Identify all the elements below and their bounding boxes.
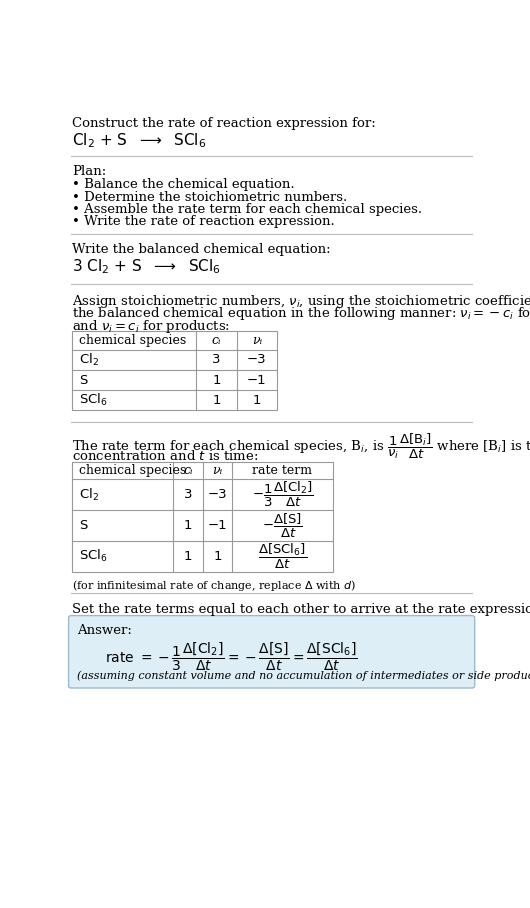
Text: • Determine the stoichiometric numbers.: • Determine the stoichiometric numbers. xyxy=(73,191,348,203)
Text: $-\dfrac{1}{3}\dfrac{\Delta[\mathrm{Cl_2}]}{\Delta t}$: $-\dfrac{1}{3}\dfrac{\Delta[\mathrm{Cl_2… xyxy=(252,480,313,509)
Text: Cl$_2$: Cl$_2$ xyxy=(78,487,99,503)
Text: • Balance the chemical equation.: • Balance the chemical equation. xyxy=(73,178,295,192)
Text: 1: 1 xyxy=(253,393,261,407)
Text: Set the rate terms equal to each other to arrive at the rate expression:: Set the rate terms equal to each other t… xyxy=(73,603,530,616)
Text: νᵢ: νᵢ xyxy=(252,334,262,347)
Text: Construct the rate of reaction expression for:: Construct the rate of reaction expressio… xyxy=(73,116,376,130)
Text: νᵢ: νᵢ xyxy=(213,464,223,478)
Text: 3: 3 xyxy=(184,489,192,501)
Text: Write the balanced chemical equation:: Write the balanced chemical equation: xyxy=(73,243,331,256)
Text: The rate term for each chemical species, B$_i$, is $\dfrac{1}{\nu_i}\dfrac{\Delt: The rate term for each chemical species,… xyxy=(73,431,530,461)
Text: (for infinitesimal rate of change, replace $\Delta$ with $d$): (for infinitesimal rate of change, repla… xyxy=(73,577,357,593)
Text: −3: −3 xyxy=(208,489,227,501)
Text: 1: 1 xyxy=(184,519,192,532)
Text: $-\dfrac{\Delta[\mathrm{S}]}{\Delta t}$: $-\dfrac{\Delta[\mathrm{S}]}{\Delta t}$ xyxy=(262,511,303,539)
Text: 3: 3 xyxy=(213,353,221,367)
Text: cᵢ: cᵢ xyxy=(212,334,222,347)
Bar xyxy=(73,462,333,572)
Text: Assign stoichiometric numbers, $\nu_i$, using the stoichiometric coefficients, $: Assign stoichiometric numbers, $\nu_i$, … xyxy=(73,293,530,310)
Text: SCl$_6$: SCl$_6$ xyxy=(78,392,108,408)
Text: 1: 1 xyxy=(184,550,192,563)
Text: −3: −3 xyxy=(247,353,267,367)
Text: −1: −1 xyxy=(247,373,267,387)
Text: Plan:: Plan: xyxy=(73,165,107,178)
Text: the balanced chemical equation in the following manner: $\nu_i = -c_i$ for react: the balanced chemical equation in the fo… xyxy=(73,305,530,322)
Text: Cl$_2$: Cl$_2$ xyxy=(78,352,99,368)
Text: chemical species: chemical species xyxy=(78,464,186,478)
Text: cᵢ: cᵢ xyxy=(183,464,193,478)
Text: S: S xyxy=(78,519,87,532)
Text: 3 Cl$_2$ + S  $\longrightarrow$  SCl$_6$: 3 Cl$_2$ + S $\longrightarrow$ SCl$_6$ xyxy=(73,258,222,276)
Text: chemical species: chemical species xyxy=(78,334,186,347)
Text: 1: 1 xyxy=(213,393,221,407)
Text: −1: −1 xyxy=(208,519,227,532)
Text: 1: 1 xyxy=(213,373,221,387)
FancyBboxPatch shape xyxy=(68,616,475,688)
Text: (assuming constant volume and no accumulation of intermediates or side products): (assuming constant volume and no accumul… xyxy=(77,670,530,681)
Text: 1: 1 xyxy=(213,550,222,563)
Text: concentration and $t$ is time:: concentration and $t$ is time: xyxy=(73,449,259,462)
Text: Answer:: Answer: xyxy=(77,624,132,637)
Text: Cl$_2$ + S  $\longrightarrow$  SCl$_6$: Cl$_2$ + S $\longrightarrow$ SCl$_6$ xyxy=(73,132,207,150)
Text: rate term: rate term xyxy=(252,464,313,478)
Text: and $\nu_i = c_i$ for products:: and $\nu_i = c_i$ for products: xyxy=(73,318,231,335)
Text: $\dfrac{\Delta[\mathrm{SCl_6}]}{\Delta t}$: $\dfrac{\Delta[\mathrm{SCl_6}]}{\Delta t… xyxy=(258,542,307,571)
Text: SCl$_6$: SCl$_6$ xyxy=(78,548,108,565)
Text: S: S xyxy=(78,373,87,387)
Bar xyxy=(73,331,277,410)
Text: rate $= -\dfrac{1}{3}\dfrac{\Delta[\mathrm{Cl_2}]}{\Delta t} = -\dfrac{\Delta[\m: rate $= -\dfrac{1}{3}\dfrac{\Delta[\math… xyxy=(105,641,358,674)
Text: • Assemble the rate term for each chemical species.: • Assemble the rate term for each chemic… xyxy=(73,202,422,216)
Text: • Write the rate of reaction expression.: • Write the rate of reaction expression. xyxy=(73,215,335,228)
